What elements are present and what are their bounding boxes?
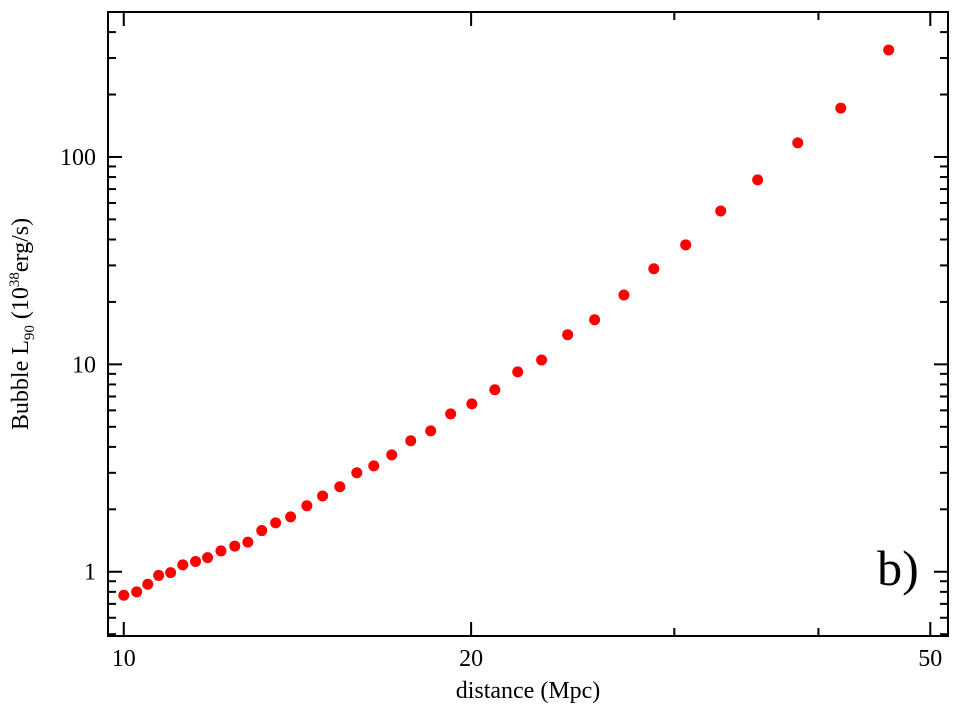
data-point (445, 408, 457, 420)
x-tick-label: 50 (918, 646, 942, 672)
data-point (177, 559, 189, 571)
y-tick-label: 100 (60, 145, 96, 171)
data-point (215, 545, 227, 557)
data-point (589, 314, 601, 326)
data-point (715, 205, 727, 217)
data-point (466, 398, 478, 410)
y-label-sub: 90 (22, 325, 38, 340)
x-tick-label: 10 (112, 646, 136, 672)
data-point (256, 525, 268, 537)
data-point (425, 425, 437, 437)
plot-frame (107, 11, 949, 637)
data-point (386, 449, 398, 461)
data-point (334, 481, 346, 493)
y-axis-label: Bubble L90 (1038erg/s) (7, 218, 38, 430)
y-label-sup: 38 (7, 272, 23, 287)
data-point (270, 517, 282, 529)
y-tick-label: 10 (72, 352, 96, 378)
data-point (536, 354, 548, 366)
data-point (368, 460, 380, 472)
data-point (242, 536, 254, 548)
data-point (562, 329, 574, 341)
y-tick-label: 1 (84, 560, 96, 586)
data-point (680, 239, 692, 251)
data-point (229, 540, 241, 552)
y-label-part: (10 (8, 287, 34, 325)
data-point (165, 567, 177, 579)
data-point (301, 500, 313, 512)
data-point (512, 366, 524, 378)
y-label-part: Bubble L (8, 340, 34, 430)
data-point (752, 174, 764, 186)
data-point (648, 263, 660, 275)
panel-label: b) (877, 540, 919, 596)
data-point (285, 511, 297, 523)
data-point (405, 435, 417, 447)
data-point (153, 569, 165, 581)
data-point (190, 556, 202, 568)
data-point (131, 586, 143, 598)
data-point (317, 490, 329, 502)
data-point (351, 467, 363, 479)
x-tick-label: 20 (459, 646, 483, 672)
data-point (142, 578, 154, 590)
data-point (202, 552, 214, 564)
data-point (118, 589, 130, 601)
data-point (792, 137, 804, 149)
data-point (489, 384, 501, 396)
data-point (618, 289, 630, 301)
data-point (883, 44, 895, 56)
y-label-part: erg/s) (8, 218, 34, 272)
x-axis-label: distance (Mpc) (456, 678, 601, 704)
data-point (835, 102, 847, 114)
